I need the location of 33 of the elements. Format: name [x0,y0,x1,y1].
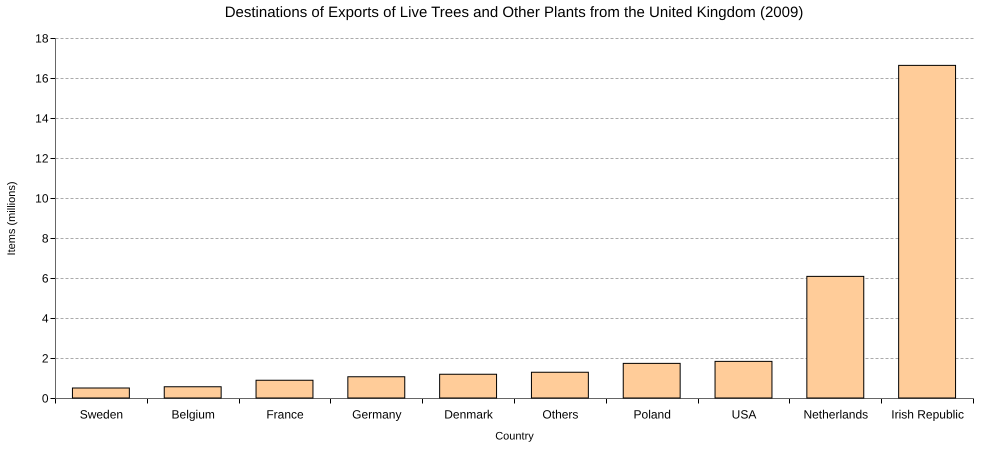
y-tick-label: 2 [42,352,49,366]
x-tick-label: Sweden [80,408,124,422]
y-tick-label: 18 [35,32,49,46]
x-tick-label: Irish Republic [891,408,964,422]
x-tick-label: Netherlands [803,408,868,422]
y-tick-label: 6 [42,272,49,286]
bar [530,372,589,398]
x-tick-label: Others [542,408,578,422]
y-tick-label: 0 [42,392,49,406]
x-tick-label: Belgium [172,408,215,422]
bar [898,64,956,398]
x-tick-label: France [266,408,304,422]
y-tick-label: 8 [42,232,49,246]
y-tick-label: 14 [35,112,49,126]
x-tick-label: Poland [634,408,671,422]
y-tick-label: 4 [42,312,49,326]
bar [164,386,222,398]
chart-title: Destinations of Exports of Live Trees and Other Plants from the United Kingdom (2009) [224,4,804,21]
bar [714,360,772,398]
bar [256,380,314,398]
x-axis-title: Country [495,430,534,442]
y-tick-label: 16 [35,72,49,86]
y-axis-title: Items (millions) [6,182,18,256]
bar [72,388,130,398]
bar [806,276,864,398]
bar [347,376,406,398]
y-tick-label: 10 [35,192,49,206]
bar [622,362,681,398]
x-tick-label: USA [732,408,756,422]
y-tick-label: 12 [35,152,49,166]
bar [439,374,498,398]
x-tick-label: Germany [352,408,402,422]
x-tick-label: Denmark [444,408,494,422]
